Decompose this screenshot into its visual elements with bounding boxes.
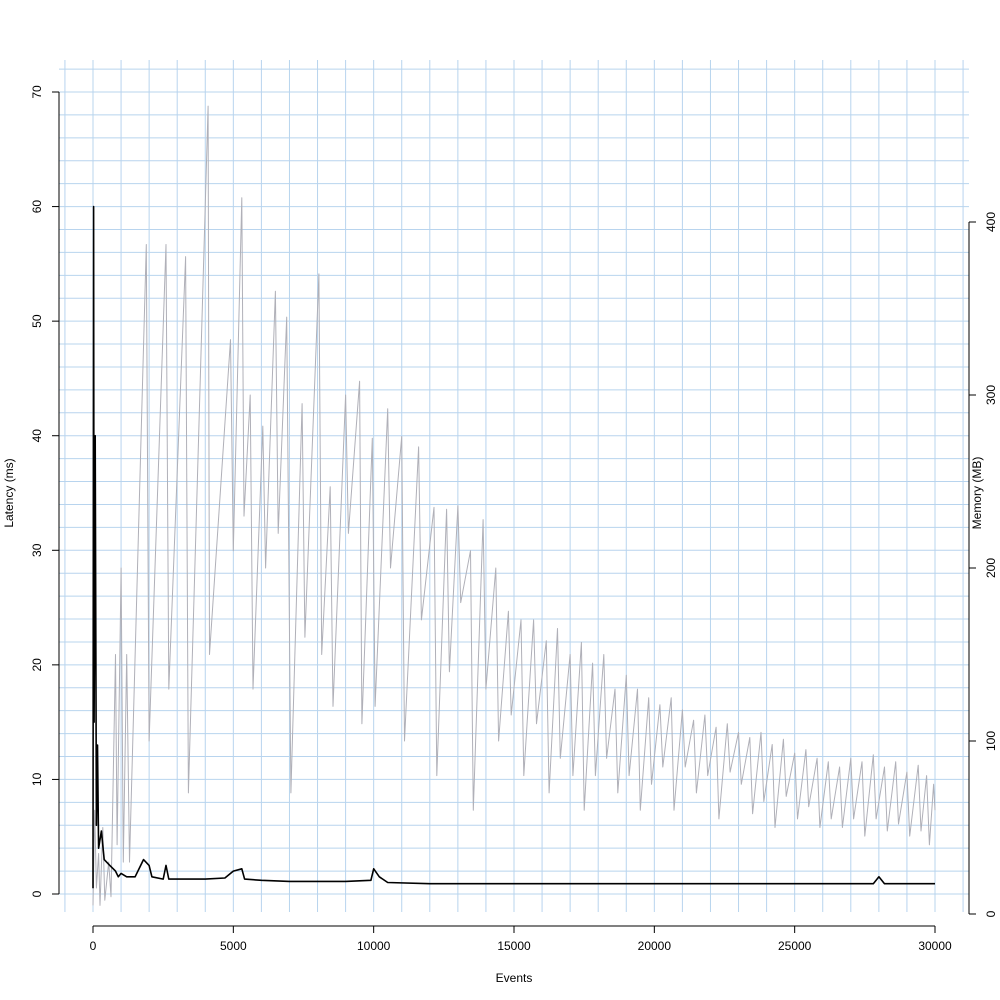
latency-series-line: [92, 205, 935, 889]
memory-series-line: [92, 105, 936, 906]
chart-axes: 0 5000 10000 15000 20000 25000 30000 0 10 20 30 40 5…: [30, 85, 998, 953]
x-tick-label: 25000: [778, 939, 812, 953]
x-tick-label: 30000: [918, 939, 952, 953]
chart-series: [92, 105, 936, 906]
x-tick-label: 5000: [220, 939, 247, 953]
y-axis-label: Latency (ms): [2, 458, 16, 527]
x-axis-label: Events: [496, 971, 533, 985]
x-tick-label: 0: [90, 939, 97, 953]
x-tick-label: 20000: [638, 939, 672, 953]
y-tick-label: 40: [30, 429, 44, 443]
y-tick-label: 50: [30, 314, 44, 328]
y-tick-label: 20: [30, 658, 44, 672]
y-tick-label: 10: [30, 772, 44, 786]
y2-tick-label: 0: [984, 910, 998, 917]
y-tick-label: 0: [30, 890, 44, 897]
y2-tick-label: 400: [984, 212, 998, 232]
y2-axis-label: Memory (MB): [970, 457, 984, 530]
x-tick-label: 10000: [357, 939, 391, 953]
y-tick-label: 30: [30, 543, 44, 557]
chart-grid: [59, 60, 969, 912]
y2-tick-label: 300: [984, 385, 998, 405]
y2-tick-label: 100: [984, 731, 998, 751]
y2-tick-label: 200: [984, 558, 998, 578]
x-tick-label: 15000: [497, 939, 531, 953]
y-tick-label: 70: [30, 85, 44, 99]
y-tick-label: 60: [30, 200, 44, 214]
